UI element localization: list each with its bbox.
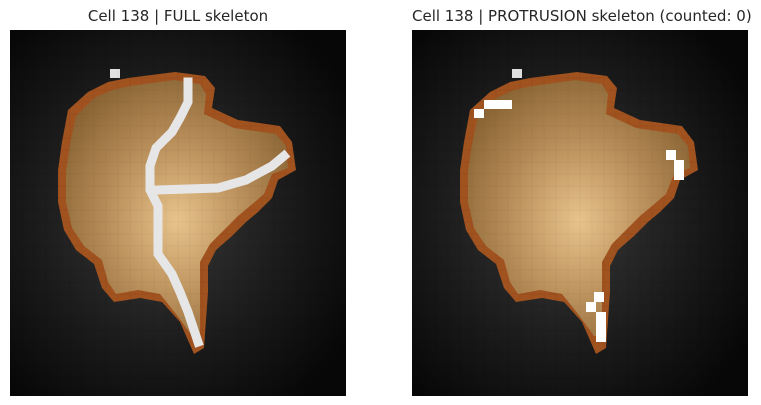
full-skeleton-svg <box>10 30 346 396</box>
protrusion-fragment-right <box>666 150 676 160</box>
cell-pixel-overlay <box>412 30 748 396</box>
protrusion-fragment-bottom <box>594 292 604 302</box>
protrusion-skeleton-fragments <box>474 100 684 342</box>
right-panel-title: Cell 138 | PROTRUSION skeleton (counted:… <box>412 7 752 25</box>
protrusion-fragment-top-left <box>484 100 512 109</box>
protrusion-skeleton-svg <box>412 30 748 396</box>
cell-pixel-overlay <box>10 30 346 396</box>
left-panel-title: Cell 138 | FULL skeleton <box>87 7 269 25</box>
protrusion-fragment-right-tail <box>674 160 684 180</box>
protrusion-fragment-bottom-mid <box>586 302 596 312</box>
protrusion-fragment-top-left-tail <box>474 109 484 118</box>
full-skeleton-image <box>10 30 346 396</box>
full-skeleton-lines <box>145 77 291 348</box>
protrusion-fragment-bottom-tail <box>596 312 606 342</box>
protrusion-skeleton-image <box>412 30 748 396</box>
